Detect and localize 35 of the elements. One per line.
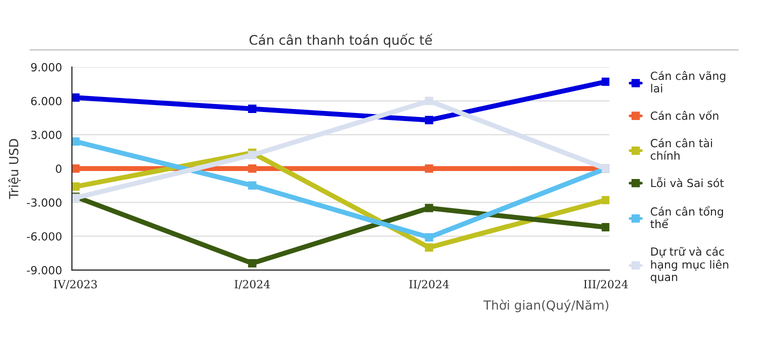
- point: [248, 181, 256, 190]
- legend-label: Cán cân vãng lai: [650, 70, 726, 92]
- point: [248, 104, 256, 113]
- legend-label: Lỗi và Sai sót: [651, 177, 724, 188]
- point: [424, 243, 434, 252]
- point: [424, 233, 434, 242]
- point: [424, 164, 434, 173]
- legend-label: Cán cân tài chính: [650, 138, 712, 160]
- x-tick-label: IV/2023: [54, 280, 97, 290]
- x-tick-label: II/2024: [409, 280, 449, 290]
- x-axis-title: Thời gian(Quý/Năm): [483, 300, 608, 312]
- legend-label: Cán cân tổng thể: [650, 206, 724, 228]
- x-tick-label: III/2024: [584, 280, 628, 290]
- legend-label: Cán cân vốn: [650, 110, 718, 120]
- y-tick-label: -3.000: [26, 198, 62, 207]
- y-tick-label: 0: [56, 164, 62, 173]
- y-tick-label: -9.000: [26, 266, 62, 274]
- point: [602, 223, 610, 232]
- y-tick-label: 3.000: [31, 130, 62, 140]
- point: [424, 204, 434, 212]
- y-tick-label: 9.000: [31, 63, 62, 72]
- point: [424, 96, 434, 106]
- point: [424, 116, 434, 124]
- point: [602, 196, 610, 204]
- point: [72, 182, 80, 191]
- point: [248, 259, 256, 268]
- point: [248, 150, 256, 160]
- point: [248, 164, 256, 173]
- y-tick-label: -6.000: [26, 232, 62, 241]
- y-tick-label: 6.000: [31, 96, 62, 106]
- chart-title: Cán cân thanh toán quốc tế: [250, 34, 432, 48]
- legend-label: Dự trữ và các hạng mục liên quan: [650, 246, 728, 284]
- point: [602, 78, 610, 86]
- x-tick-label: I/2024: [234, 280, 270, 290]
- y-axis-title: Triệu USD: [8, 138, 21, 199]
